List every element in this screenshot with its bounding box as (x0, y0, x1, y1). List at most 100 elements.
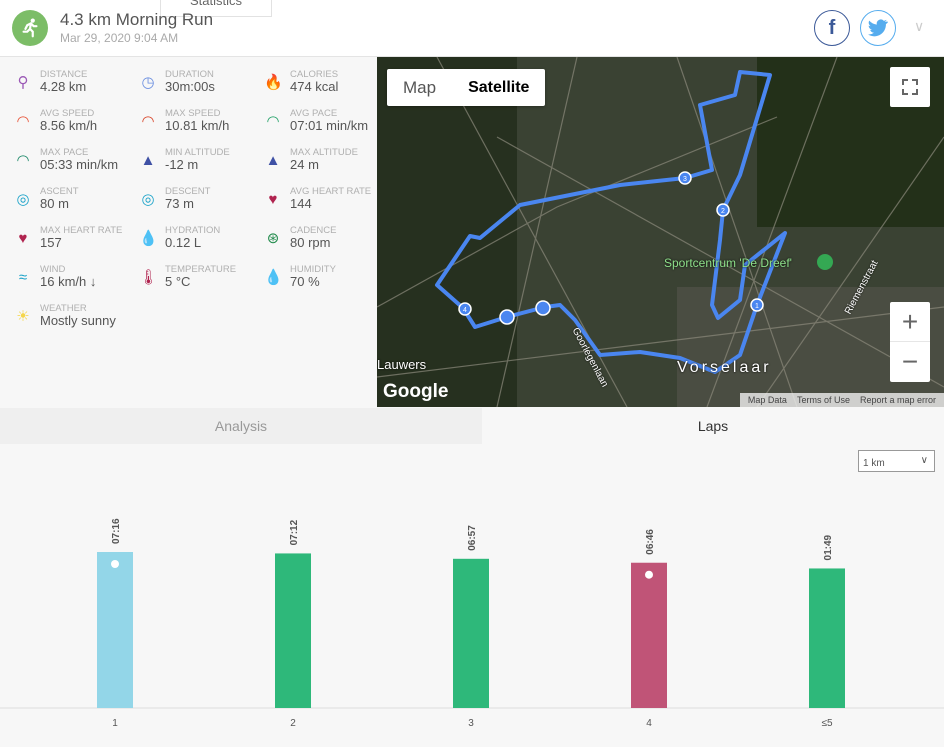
stat-label: MAX HEART RATE (40, 225, 123, 236)
activity-title: 4.3 km Morning Run (60, 10, 214, 29)
heart-icon: ♥ (18, 230, 28, 247)
stat-label: HUMIDITY (290, 264, 336, 275)
stat-value: 16 km/h ↓ (40, 274, 97, 289)
x-tick-label: ≤5 (821, 718, 832, 729)
lap-distance-select[interactable]: 1 km ∨ (858, 450, 935, 472)
speedometer-icon: ◠ (16, 113, 30, 130)
svg-text:1: 1 (755, 303, 759, 310)
finish-pin-icon (535, 300, 551, 316)
lap-marker-2 (716, 203, 730, 217)
stat-value: 0.12 L (165, 235, 202, 250)
stat-label: MAX PACE (40, 147, 89, 158)
stat-label: HYDRATION (165, 225, 221, 236)
stat-label: MIN ALTITUDE (165, 147, 230, 158)
lap-bar[interactable] (809, 568, 845, 708)
lap-marker-1 (750, 298, 764, 312)
terms-link[interactable]: Terms of Use (796, 395, 850, 405)
lap-time-label: 07:12 (289, 519, 300, 545)
place-label: Lauwers (377, 357, 427, 372)
compass-up-icon: ◎ (16, 191, 30, 208)
report-error-link[interactable]: Report a map error (859, 395, 936, 405)
compass-down-icon: ◎ (141, 191, 155, 208)
x-tick-label: 1 (112, 718, 118, 729)
stat-value: 80 m (40, 196, 69, 211)
svg-text:3: 3 (683, 176, 687, 183)
lap-time-label: 07:16 (111, 518, 122, 544)
town-label: Vorselaar (677, 359, 772, 376)
lap-bar[interactable] (97, 552, 133, 708)
chevron-down-icon: ∨ (920, 455, 928, 466)
stat-value: 73 m (165, 196, 194, 211)
poi-pin-icon (817, 254, 833, 270)
zoom-in-button[interactable]: + (890, 302, 930, 342)
rabbit-icon (645, 570, 653, 579)
stat-label: AVG HEART RATE (290, 186, 372, 197)
stat-label: CADENCE (290, 225, 337, 236)
tab-analysis[interactable]: Analysis (0, 408, 482, 444)
stat-value: 144 (290, 196, 312, 211)
stat-label: DISTANCE (40, 69, 88, 80)
map-type-control: Map Satellite (387, 69, 546, 106)
activity-header: Statistics 4.3 km Morning Run Mar 29, 20… (0, 0, 944, 57)
stopwatch-icon: ◷ (141, 74, 155, 91)
map-type-map-button[interactable]: Map (403, 78, 437, 97)
start-pin-icon (499, 309, 515, 325)
mountain-icon: ▲ (140, 152, 156, 169)
tab-statistics[interactable]: Statistics (160, 0, 272, 17)
twitter-share-button[interactable] (860, 10, 896, 46)
laps-chart: 1 07:16 2 07:12 3 06:57 4 06:46 ≤5 01:49 (0, 518, 944, 729)
map-pins-icon: ⚲ (17, 74, 29, 91)
gauge-icon: ◠ (16, 152, 30, 169)
lap-bar[interactable] (275, 553, 311, 708)
google-logo: Google (383, 381, 449, 402)
tab-bar: Analysis Laps (0, 408, 944, 444)
lap-bar[interactable] (631, 562, 667, 708)
map-type-satellite-button[interactable]: Satellite (468, 79, 530, 96)
fullscreen-icon (902, 79, 918, 95)
satellite-imagery: 1 2 3 4 (377, 57, 944, 407)
stat-value: Mostly sunny (40, 313, 116, 328)
stat-label: ASCENT (40, 186, 79, 197)
lap-bar[interactable] (453, 558, 489, 708)
map-data-link[interactable]: Map Data (747, 395, 787, 405)
facebook-share-button[interactable]: f (814, 10, 850, 46)
map-attribution: Map Data Terms of Use Report a map error (739, 393, 944, 407)
activity-date: Mar 29, 2020 9:04 AM (60, 31, 179, 45)
stat-value: 10.81 km/h (165, 118, 230, 133)
fullscreen-button[interactable] (890, 67, 930, 107)
twitter-icon (868, 19, 888, 37)
wind-icon: ≈ (18, 269, 28, 286)
stat-label: WEATHER (40, 303, 87, 314)
stats-panel: ⚲ DISTANCE 4.28 km ◷ DURATION 30m:00s 🔥 CALORIE… (0, 57, 377, 407)
stat-label: DURATION (165, 69, 214, 80)
chevron-down-icon[interactable]: ∨ (914, 18, 925, 34)
route-map[interactable]: 1 2 3 4 Map Satellite Sportcentrum 'De Dree… (377, 57, 944, 407)
svg-text:4: 4 (463, 307, 467, 314)
lap-time-label: 01:49 (823, 534, 834, 560)
svg-text:2: 2 (721, 208, 725, 215)
x-tick-label: 2 (290, 718, 296, 729)
running-icon (12, 10, 48, 46)
flame-icon: 🔥 (264, 74, 283, 91)
lap-time-label: 06:57 (467, 525, 478, 551)
speedometer-icon: ◠ (141, 113, 155, 130)
stat-label: MAX ALTITUDE (290, 147, 358, 158)
tab-laps[interactable]: Laps (482, 408, 944, 444)
water-drops-icon: 💧 (139, 230, 158, 247)
lap-marker-4 (458, 302, 472, 316)
stat-value: 07:01 min/km (290, 118, 369, 133)
stat-value: 30m:00s (165, 79, 215, 94)
heart-icon: ♥ (268, 191, 278, 208)
gauge-icon: ◠ (266, 113, 280, 130)
route-line (435, 70, 787, 374)
stat-value: 157 (40, 235, 62, 250)
stat-label: AVG PACE (290, 108, 338, 119)
x-tick-label: 4 (646, 718, 652, 729)
thermometer-icon: 🌡 (139, 269, 159, 286)
zoom-control: + − (890, 302, 930, 382)
stat-value: 05:33 min/km (40, 157, 119, 172)
stat-value: 8.56 km/h (40, 118, 98, 133)
cadence-wheel-icon: ⊛ (266, 230, 280, 247)
zoom-out-button[interactable]: − (901, 346, 919, 377)
stat-label: CALORIES (290, 69, 339, 80)
